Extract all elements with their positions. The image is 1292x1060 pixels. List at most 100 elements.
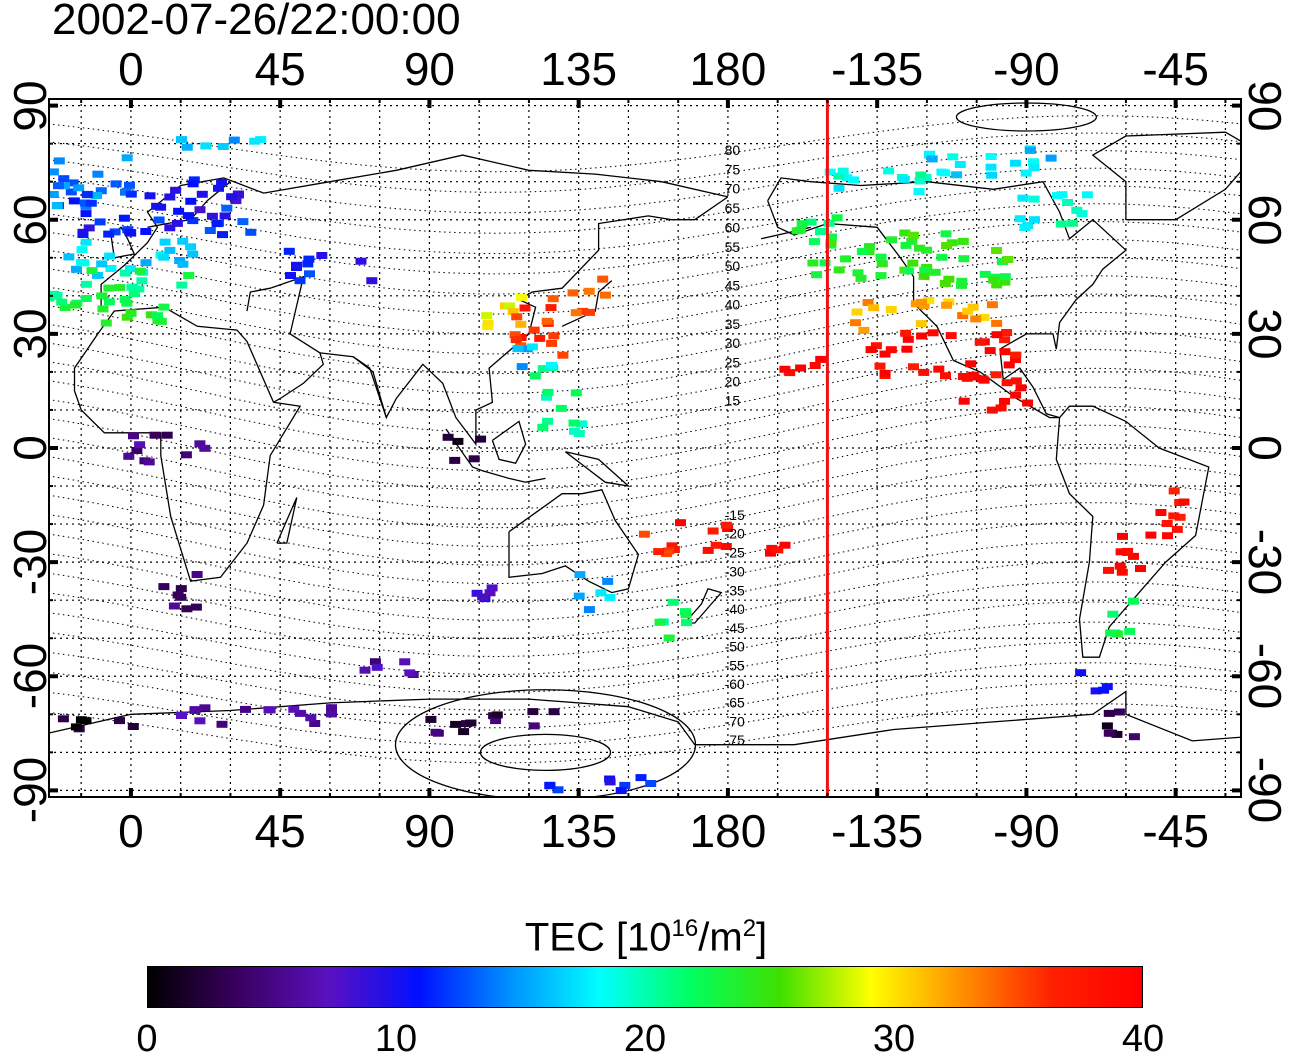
- tec-cell: [779, 541, 791, 549]
- coastline: [352, 356, 387, 418]
- tec-cell: [404, 669, 416, 677]
- tec-cell: [986, 301, 998, 309]
- tec-cell: [124, 181, 135, 189]
- tec-cell: [991, 331, 1003, 339]
- tec-cell: [941, 242, 953, 250]
- tec-cell: [97, 305, 109, 313]
- coastline: [47, 690, 1243, 746]
- tec-cell: [567, 289, 579, 297]
- tec-cell: [599, 291, 611, 299]
- tec-cell: [901, 345, 913, 353]
- tec-cell: [528, 326, 540, 334]
- tec-cell: [173, 207, 185, 215]
- tec-cell: [1010, 356, 1021, 363]
- tec-cell: [158, 303, 170, 311]
- top-tick-label: -45: [1142, 43, 1209, 95]
- tec-cell: [47, 168, 59, 176]
- tec-cell: [177, 237, 189, 245]
- tec-cell: [95, 187, 107, 195]
- tec-cell: [114, 717, 125, 725]
- contour-label: 20: [725, 374, 741, 390]
- tec-cell: [583, 606, 595, 614]
- coastline: [508, 489, 640, 594]
- mag-latitude-contour: [47, 150, 1243, 214]
- tec-cell: [511, 313, 523, 321]
- tec-cell: [995, 404, 1007, 412]
- tec-cell: [161, 431, 173, 439]
- tec-cell: [96, 260, 108, 268]
- tec-cell: [71, 265, 82, 273]
- tec-cell: [1101, 722, 1113, 730]
- tec-cell: [1124, 627, 1136, 635]
- tec-cell: [986, 171, 998, 179]
- contour-label: 65: [725, 200, 741, 216]
- mag-latitude-contour: [47, 167, 1243, 234]
- tec-cell: [180, 451, 192, 459]
- tec-cell: [546, 339, 558, 347]
- tec-cell: [918, 368, 930, 376]
- tec-cell: [425, 715, 437, 723]
- right-tick-label: -30: [1239, 528, 1291, 596]
- tec-cell: [1028, 216, 1040, 224]
- tec-cell: [465, 719, 477, 727]
- tec-cell: [841, 174, 853, 182]
- tec-cell: [51, 202, 63, 210]
- tec-cell: [570, 309, 582, 317]
- tec-colorbar: [147, 966, 1143, 1008]
- tec-cell: [355, 257, 367, 265]
- tec-cell: [371, 663, 383, 671]
- tec-cell: [430, 728, 442, 736]
- tec-cell: [1062, 199, 1073, 206]
- tec-cell: [702, 546, 714, 554]
- tec-cell: [73, 184, 85, 192]
- tec-cell: [114, 284, 126, 292]
- tec-cell: [303, 255, 315, 263]
- tec-cell: [1075, 669, 1087, 677]
- tec-cell: [852, 269, 864, 277]
- tec-cell: [1022, 399, 1034, 407]
- tec-cell: [285, 272, 296, 279]
- tec-cell: [906, 237, 918, 245]
- tec-cell: [974, 338, 986, 346]
- top-tick-label: -135: [831, 43, 924, 95]
- colorbar-tick-label: 40: [1121, 1018, 1165, 1060]
- tec-cell: [63, 253, 75, 261]
- tec-cell: [164, 193, 176, 201]
- tec-cell: [199, 444, 211, 452]
- colorbar-tick-label: 20: [623, 1018, 667, 1060]
- coastline: [684, 588, 723, 624]
- tec-cell: [291, 261, 302, 269]
- tec-cell: [583, 287, 595, 295]
- tec-cell: [1116, 568, 1128, 576]
- tec-cell: [171, 219, 183, 227]
- tec-cell: [104, 252, 116, 260]
- tec-cell: [965, 360, 977, 368]
- tec-cell: [619, 781, 631, 789]
- tec-cell: [170, 186, 182, 194]
- coastline: [561, 280, 613, 327]
- tec-cell: [200, 142, 212, 150]
- tec-cell: [863, 248, 875, 255]
- tec-cell: [176, 136, 187, 144]
- tec-cell: [1028, 158, 1039, 166]
- tec-cell: [1076, 210, 1088, 218]
- tec-cell: [988, 276, 1000, 284]
- contour-label: 75: [725, 161, 741, 177]
- mag-latitude-contour: [47, 238, 1243, 315]
- tec-cell: [255, 136, 267, 144]
- tec-cell: [1135, 565, 1146, 572]
- tec-cell: [125, 190, 137, 198]
- tec-cell: [945, 332, 957, 340]
- tec-cell: [1090, 687, 1102, 695]
- tec-cell: [815, 228, 826, 235]
- south-pole-contour: [479, 733, 612, 771]
- tec-cell: [919, 266, 931, 274]
- colorbar-tick-label: 0: [136, 1018, 158, 1060]
- tec-cell: [226, 193, 238, 201]
- coastline: [1055, 405, 1210, 658]
- tec-cell: [187, 217, 199, 225]
- tec-cell: [914, 244, 925, 252]
- tec-cell: [194, 440, 206, 448]
- tec-cell: [548, 708, 560, 716]
- tec-cell: [936, 253, 948, 261]
